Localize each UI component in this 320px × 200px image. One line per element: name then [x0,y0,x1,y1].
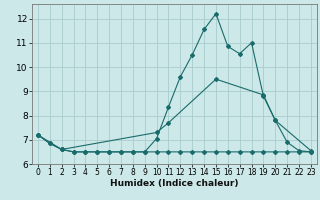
X-axis label: Humidex (Indice chaleur): Humidex (Indice chaleur) [110,179,239,188]
